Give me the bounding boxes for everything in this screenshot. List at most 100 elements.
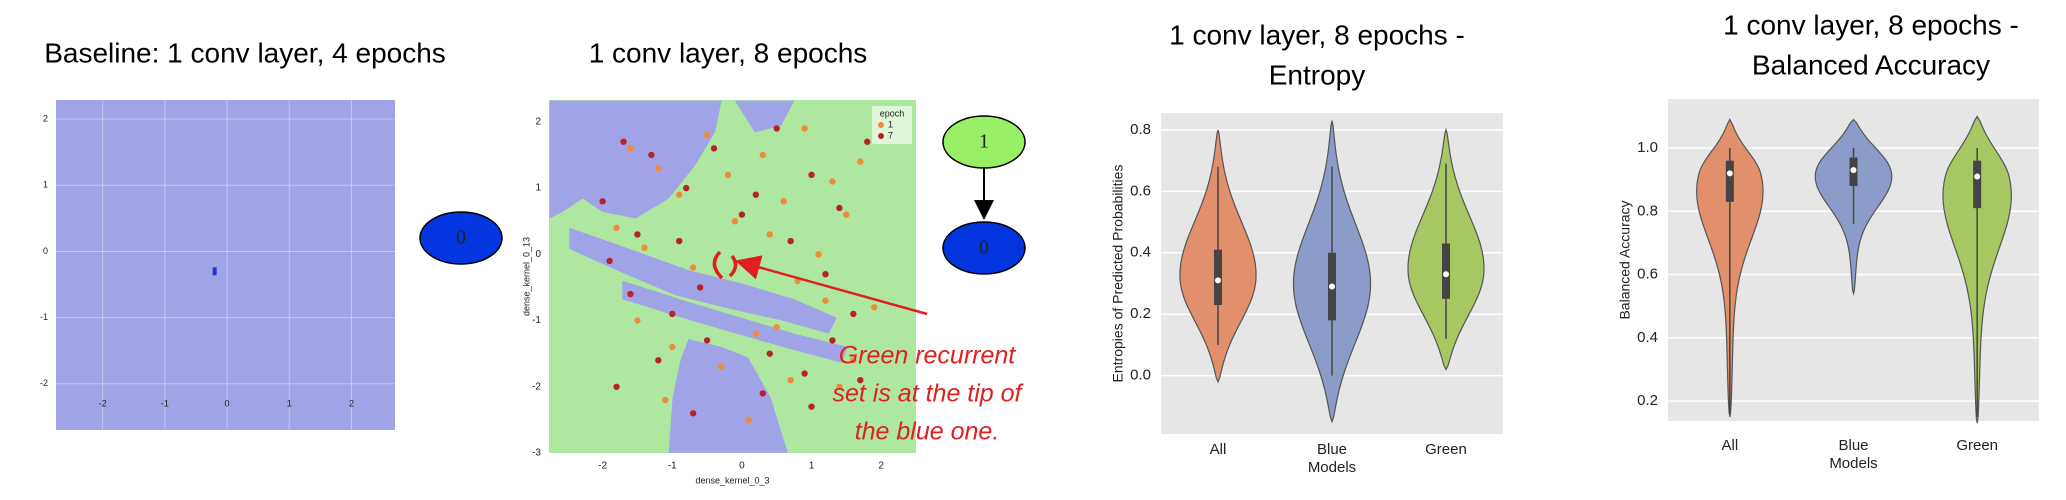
y-axis-label: dense_kernel_0_13 [521, 237, 531, 316]
point [843, 211, 850, 218]
annotation: the blue one. [855, 418, 1000, 446]
point [662, 396, 669, 404]
chart-title: Baseline: 1 conv layer, 4 epochs [44, 37, 446, 68]
point [850, 310, 857, 318]
plot-background [56, 100, 395, 430]
point [627, 290, 634, 298]
y-tick-label: 0.6 [1130, 182, 1151, 199]
point [808, 171, 815, 179]
x-tick-label: All [1721, 437, 1738, 454]
x-tick-label: 2 [878, 461, 884, 472]
annotation: Green recurrent [839, 342, 1017, 370]
point [759, 390, 766, 397]
point [857, 158, 864, 165]
foreground: Baseline: 1 conv layer, 4 epochs -2 -1 0 1 2 -… [40, 9, 2039, 485]
node-label: 0 [979, 237, 989, 259]
point [599, 198, 606, 205]
y-tick-label: -2 [532, 381, 541, 392]
point [613, 224, 620, 232]
chart-title: Balanced Accuracy [1752, 49, 1990, 80]
legend-marker [878, 122, 884, 128]
y-tick-label: 0.8 [1637, 202, 1658, 219]
point [836, 204, 843, 212]
point [815, 251, 822, 258]
point [745, 416, 753, 424]
annotation: set is at the tip of [833, 380, 1025, 408]
chart-title: Entropy [1269, 59, 1366, 90]
point [808, 403, 815, 410]
point [787, 376, 794, 384]
x-tick-label: 0 [225, 398, 230, 408]
point [822, 270, 829, 278]
y-tick-label: 0.4 [1130, 244, 1151, 261]
point [836, 383, 843, 390]
box [1442, 243, 1450, 299]
highlight-arc [712, 250, 738, 280]
y-axis-label: Balanced Accuracy [1617, 200, 1633, 319]
y-tick-label: 0 [43, 246, 48, 256]
y-tick-label: -1 [40, 312, 48, 322]
point [759, 151, 766, 159]
point [829, 337, 836, 344]
x-tick-label: -2 [598, 461, 607, 472]
point [773, 125, 780, 132]
point [606, 257, 613, 265]
point [212, 267, 217, 276]
x-tick-label: All [1210, 441, 1227, 458]
point [655, 357, 662, 364]
point [703, 337, 711, 344]
graph-node [942, 221, 1026, 275]
chart-title: 1 conv layer, 8 epochs - [1169, 19, 1465, 50]
node-label: 0 [456, 227, 466, 249]
arrow [735, 255, 928, 316]
point [787, 237, 794, 245]
point [641, 244, 648, 251]
point [655, 165, 662, 172]
point [829, 178, 836, 185]
point [822, 297, 829, 304]
y-tick-label: 2 [43, 114, 48, 124]
point [864, 138, 871, 145]
y-tick-label: 0.2 [1130, 305, 1151, 322]
x-tick-label: Blue [1317, 441, 1347, 458]
x-tick-label: -1 [668, 461, 677, 472]
point [689, 264, 697, 271]
point [620, 138, 627, 145]
point [669, 343, 676, 351]
point [676, 237, 683, 245]
box [1973, 160, 1982, 209]
point [773, 323, 780, 331]
y-tick-label: 0.4 [1637, 329, 1658, 346]
y-tick-label: 0 [535, 249, 541, 260]
y-tick-label: 0.2 [1637, 392, 1658, 409]
x-axis-label: Models [1308, 459, 1356, 476]
point [766, 350, 773, 357]
point [752, 330, 760, 337]
point [738, 211, 746, 218]
blue-region [734, 100, 795, 133]
y-tick-label: 2 [535, 116, 541, 127]
point [634, 317, 641, 324]
y-tick-label: -3 [532, 448, 541, 459]
point [801, 125, 808, 132]
blue-region [569, 227, 837, 334]
point [766, 231, 773, 238]
median [1850, 167, 1857, 174]
point [613, 383, 620, 390]
point [710, 145, 718, 152]
point [682, 184, 690, 192]
y-tick-label: 0.6 [1637, 266, 1658, 283]
point [850, 357, 857, 364]
point [801, 370, 808, 377]
node-label: 1 [979, 131, 989, 153]
box [1725, 160, 1734, 202]
point [648, 151, 655, 159]
point [669, 310, 676, 318]
point [627, 145, 634, 152]
y-tick-label: -2 [40, 378, 48, 388]
graph-node [419, 211, 503, 265]
x-tick-label: -1 [161, 398, 169, 408]
point [871, 304, 878, 311]
